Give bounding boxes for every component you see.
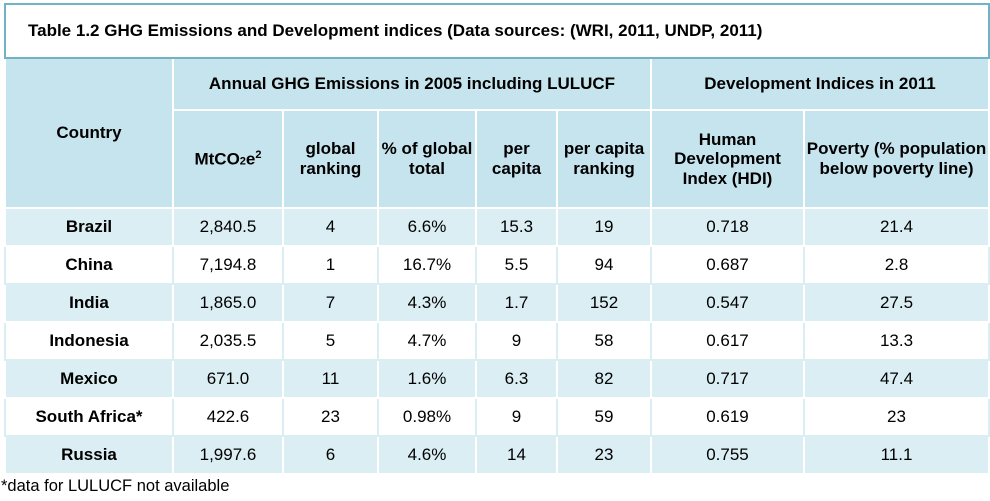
global-ranking-cell: 5 <box>282 321 379 361</box>
mtco2e-header-superscript: 2 <box>255 148 262 161</box>
table-row: Mexico 671.0 11 1.6% 6.3 82 0.717 47.4 <box>4 359 990 399</box>
country-cell: South Africa* <box>4 397 174 437</box>
mtco2e-column-header: MtCO2e2 <box>172 109 284 209</box>
mtco2e-header-base: MtCO <box>194 149 240 169</box>
table-row: China 7,194.8 1 16.7% 5.5 94 0.687 2.8 <box>4 245 990 285</box>
table-row: India 1,865.0 7 4.3% 1.7 152 0.547 27.5 <box>4 283 990 323</box>
per-capita-cell: 6.3 <box>475 359 558 399</box>
per-capita-ranking-cell: 58 <box>556 321 652 361</box>
poverty-cell: 21.4 <box>802 207 990 247</box>
poverty-cell: 2.8 <box>802 245 990 285</box>
poverty-cell: 23 <box>802 397 990 437</box>
table-body: Table 1.2 GHG Emissions and Development … <box>3 3 990 475</box>
per-capita-ranking-cell: 82 <box>556 359 652 399</box>
per-capita-ranking-cell: 59 <box>556 397 652 437</box>
table-row: South Africa* 422.6 23 0.98% 9 59 0.619 … <box>4 397 990 437</box>
mtco2e-cell: 7,194.8 <box>172 245 284 285</box>
per-capita-ranking-cell: 23 <box>556 435 652 475</box>
mtco2e-cell: 422.6 <box>172 397 284 437</box>
country-cell: Indonesia <box>4 321 174 361</box>
per-capita-column-header: per capita <box>475 109 558 209</box>
hdi-cell: 0.617 <box>650 321 805 361</box>
global-ranking-column-header: global ranking <box>282 109 379 209</box>
mtco2e-header-e: e <box>245 149 256 169</box>
title-row: Table 1.2 GHG Emissions and Development … <box>3 3 990 59</box>
country-cell: India <box>4 283 174 323</box>
country-column-header: Country <box>4 57 174 209</box>
poverty-cell: 13.3 <box>802 321 990 361</box>
global-ranking-cell: 11 <box>282 359 379 399</box>
development-group-header: Development Indices in 2011 <box>649 57 990 111</box>
pct-global-cell: 4.7% <box>377 321 477 361</box>
global-ranking-cell: 7 <box>282 283 379 323</box>
hdi-column-header: Human Development Index (HDI) <box>650 109 805 209</box>
per-capita-cell: 5.5 <box>475 245 558 285</box>
per-capita-cell: 15.3 <box>475 207 558 247</box>
per-capita-ranking-cell: 152 <box>556 283 652 323</box>
poverty-cell: 11.1 <box>802 435 990 475</box>
poverty-cell: 27.5 <box>802 283 990 323</box>
pct-global-cell: 6.6% <box>377 207 477 247</box>
country-cell: Russia <box>4 435 174 475</box>
hdi-cell: 0.687 <box>650 245 805 285</box>
mtco2e-cell: 2,035.5 <box>172 321 284 361</box>
country-cell: Brazil <box>4 207 174 247</box>
per-capita-cell: 9 <box>475 397 558 437</box>
hdi-cell: 0.717 <box>650 359 805 399</box>
per-capita-ranking-cell: 19 <box>556 207 652 247</box>
hdi-cell: 0.547 <box>650 283 805 323</box>
table-row: Russia 1,997.6 6 4.6% 14 23 0.755 11.1 <box>4 435 990 475</box>
global-ranking-cell: 1 <box>282 245 379 285</box>
per-capita-cell: 1.7 <box>475 283 558 323</box>
ghg-emissions-table: Table 1.2 GHG Emissions and Development … <box>3 3 990 475</box>
mtco2e-header-subscript: 2 <box>239 155 246 168</box>
per-capita-ranking-cell: 94 <box>556 245 652 285</box>
sub-header-row: MtCO2e2 global ranking % of global total… <box>5 109 990 209</box>
hdi-cell: 0.755 <box>650 435 805 475</box>
per-capita-cell: 9 <box>475 321 558 361</box>
poverty-column-header: Poverty (% population below poverty line… <box>802 109 990 209</box>
global-ranking-cell: 4 <box>282 207 379 247</box>
footnote: *data for LULUCF not available <box>1 477 230 495</box>
mtco2e-cell: 1,865.0 <box>172 283 284 323</box>
table-row: Brazil 2,840.5 4 6.6% 15.3 19 0.718 21.4 <box>4 207 990 247</box>
global-ranking-cell: 23 <box>282 397 379 437</box>
hdi-cell: 0.718 <box>650 207 805 247</box>
table-title: Table 1.2 GHG Emissions and Development … <box>3 3 990 59</box>
per-capita-cell: 14 <box>475 435 558 475</box>
mtco2e-cell: 671.0 <box>172 359 284 399</box>
pct-global-cell: 4.6% <box>377 435 477 475</box>
pct-global-column-header: % of global total <box>377 109 477 209</box>
group-header-row: Country Annual GHG Emissions in 2005 inc… <box>4 57 990 209</box>
mtco2e-cell: 1,997.6 <box>172 435 284 475</box>
per-capita-ranking-column-header: per capita ranking <box>556 109 652 209</box>
mtco2e-cell: 2,840.5 <box>172 207 284 247</box>
pct-global-cell: 16.7% <box>377 245 477 285</box>
pct-global-cell: 1.6% <box>377 359 477 399</box>
pct-global-cell: 4.3% <box>377 283 477 323</box>
hdi-cell: 0.619 <box>650 397 805 437</box>
country-cell: Mexico <box>4 359 174 399</box>
table-row: Indonesia 2,035.5 5 4.7% 9 58 0.617 13.3 <box>4 321 990 361</box>
global-ranking-cell: 6 <box>282 435 379 475</box>
emissions-group-header: Annual GHG Emissions in 2005 including L… <box>172 57 652 111</box>
poverty-cell: 47.4 <box>802 359 990 399</box>
pct-global-cell: 0.98% <box>377 397 477 437</box>
country-cell: China <box>4 245 174 285</box>
